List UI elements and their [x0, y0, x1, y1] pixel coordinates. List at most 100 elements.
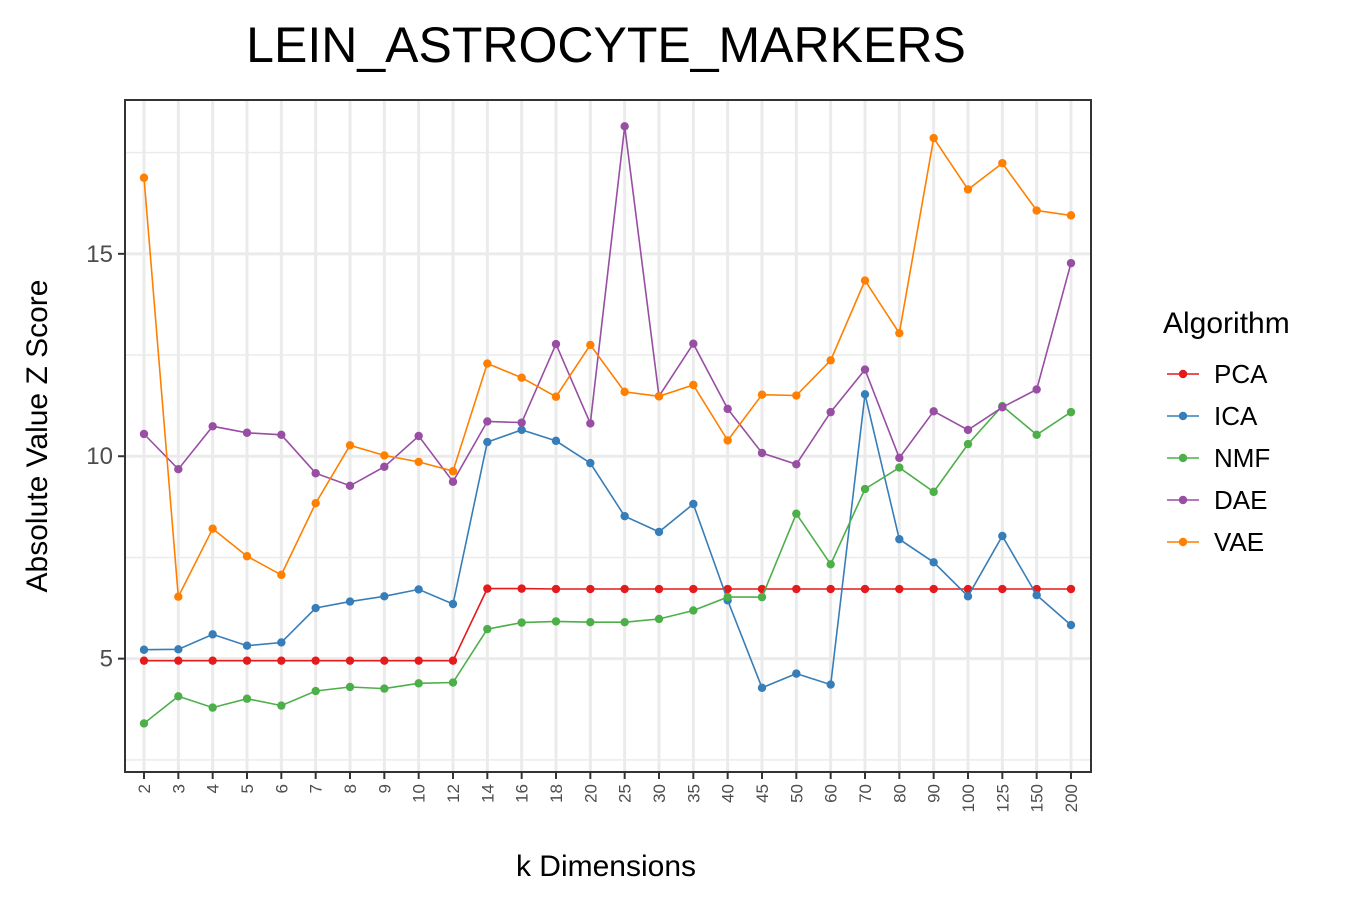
data-point [311, 686, 320, 696]
data-point [551, 584, 561, 594]
data-point [723, 404, 732, 414]
x-tick-label: 200 [1062, 784, 1081, 812]
data-point [380, 462, 389, 471]
data-point [517, 418, 526, 427]
data-point [345, 481, 355, 490]
data-point [689, 606, 698, 615]
data-point [242, 428, 252, 437]
data-point [448, 467, 458, 476]
data-point [895, 328, 904, 338]
chart-title: LEIN_ASTROCYTE_MARKERS [246, 17, 966, 73]
x-tick-label: 9 [375, 784, 394, 793]
legend-key-point [1178, 369, 1188, 379]
x-tick-label: 40 [719, 784, 738, 803]
data-point [826, 356, 835, 365]
data-point [1032, 430, 1041, 439]
legend-label: NMF [1214, 443, 1270, 473]
data-point [1032, 206, 1041, 215]
data-point [929, 407, 938, 416]
data-point [689, 339, 698, 348]
series-vae [139, 133, 1076, 601]
data-point [208, 630, 217, 639]
data-point [311, 656, 320, 665]
data-point [963, 425, 973, 435]
data-point [586, 618, 595, 627]
data-point [139, 173, 149, 182]
legend-key-point [1178, 495, 1188, 505]
legend-item-ica: ICA [1167, 401, 1258, 431]
data-point [860, 484, 870, 494]
data-point [998, 158, 1007, 168]
legend-item-pca: PCA [1167, 359, 1268, 389]
data-point [551, 392, 561, 401]
data-point [448, 678, 458, 687]
x-axis-title: k Dimensions [516, 850, 696, 883]
data-point [483, 359, 492, 368]
data-point [414, 679, 423, 688]
data-point [860, 584, 870, 594]
series-layer [139, 122, 1076, 728]
series-nmf [139, 401, 1076, 728]
data-point [1066, 211, 1076, 220]
x-axis: 2 3 4 5 6 7 8 9 10 12 14 16 18 20 25 30 35 40 45 50 60 70 80 90… [135, 772, 1081, 812]
legend-key-point [1178, 411, 1188, 421]
data-point [757, 448, 767, 458]
data-point [380, 684, 389, 693]
data-point [963, 592, 973, 601]
data-point [929, 487, 938, 497]
x-tick-label: 25 [616, 784, 635, 803]
data-point [620, 387, 629, 397]
legend-key-point [1178, 453, 1188, 463]
x-tick-label: 3 [169, 784, 188, 793]
data-point [826, 680, 835, 689]
data-point [483, 584, 492, 593]
data-point [551, 436, 561, 446]
data-point [929, 133, 938, 143]
y-tick-label: 15 [86, 241, 113, 268]
x-tick-label: 5 [238, 784, 257, 793]
data-point [826, 407, 835, 417]
data-point [792, 391, 801, 400]
data-point [654, 527, 664, 537]
grid [125, 100, 1091, 772]
series-line [143, 135, 1072, 600]
legend: Algorithm PCA ICA NMF DAE VAE [1163, 307, 1290, 557]
data-point [483, 437, 492, 447]
x-tick-label: 45 [753, 784, 772, 803]
data-point [277, 430, 286, 439]
series-line [144, 587, 1071, 662]
data-point [277, 656, 286, 665]
data-point [1066, 258, 1076, 268]
x-tick-label: 70 [856, 784, 875, 803]
data-point [1066, 584, 1076, 594]
series-pca [139, 584, 1076, 665]
y-tick-label: 10 [86, 443, 113, 470]
data-point [620, 584, 629, 594]
data-point [517, 618, 526, 627]
plot-panel-border [124, 99, 1092, 773]
data-point [551, 617, 561, 626]
data-point [860, 390, 870, 399]
data-point [208, 524, 217, 533]
data-point [277, 701, 286, 710]
data-point [689, 380, 698, 390]
data-point [174, 645, 183, 654]
data-point [689, 499, 698, 509]
data-point [311, 499, 320, 508]
data-point [586, 458, 595, 468]
legend-item-dae: DAE [1167, 485, 1267, 515]
data-point [757, 592, 767, 602]
data-point [483, 417, 492, 426]
legend-label: PCA [1214, 359, 1268, 389]
data-point [208, 656, 217, 665]
data-point [929, 558, 938, 567]
x-tick-label: 50 [787, 784, 806, 803]
data-point [895, 453, 904, 463]
legend-item-vae: VAE [1167, 527, 1264, 557]
x-tick-label: 4 [204, 784, 223, 793]
data-point [620, 122, 629, 131]
data-point [414, 457, 423, 467]
series-ica [139, 390, 1076, 692]
data-point [1066, 620, 1076, 630]
data-point [139, 656, 149, 665]
